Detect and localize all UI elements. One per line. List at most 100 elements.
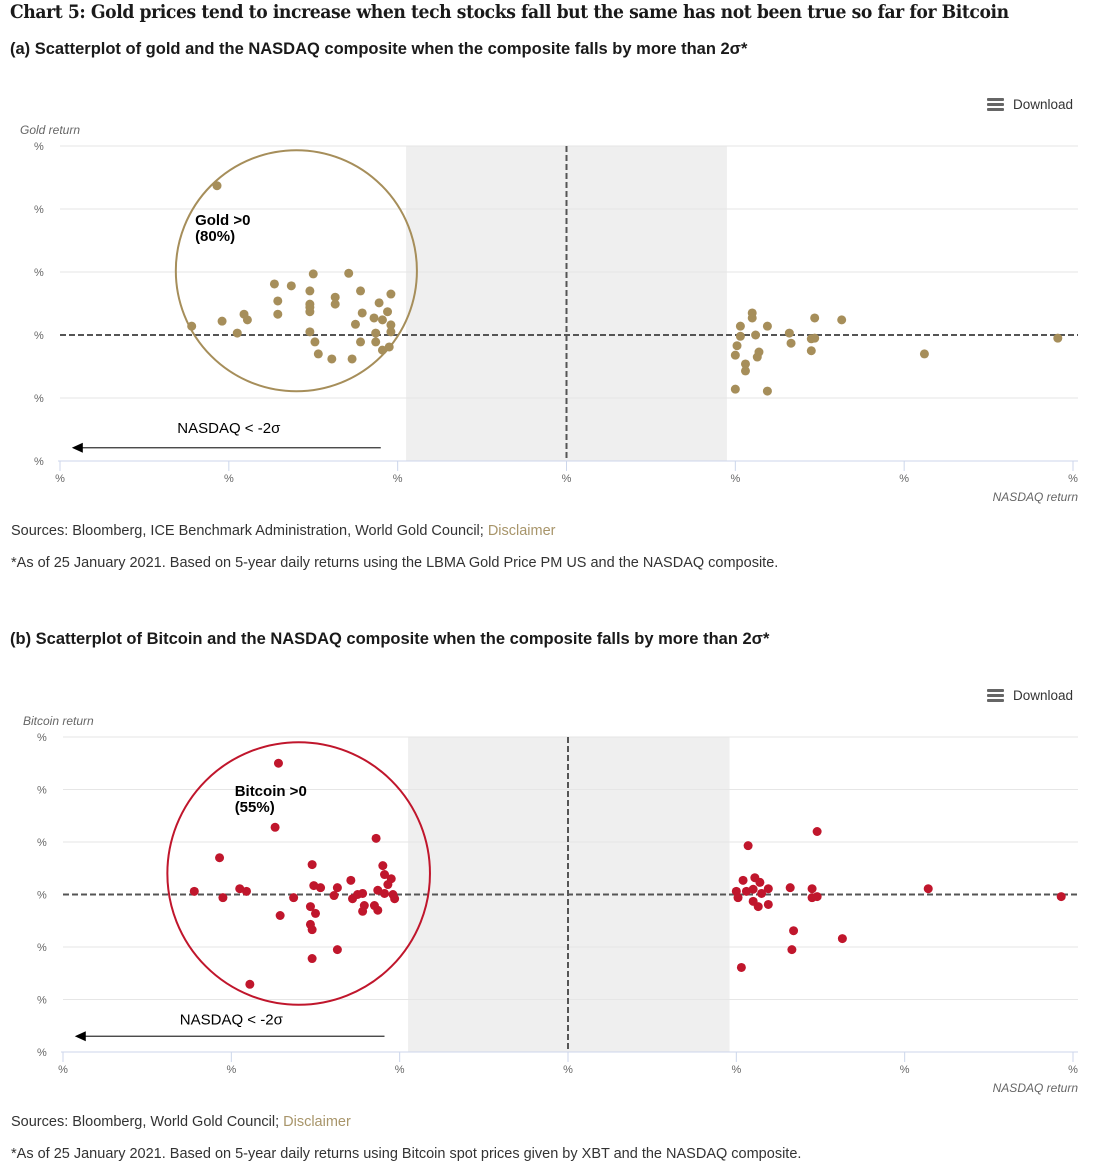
x-axis-title: NASDAQ return (993, 490, 1079, 504)
x-tick-label: % (58, 1064, 68, 1076)
x-tick-label: % (55, 473, 65, 485)
y-tick-label: % (37, 785, 47, 797)
data-point (757, 888, 767, 898)
data-point (732, 341, 742, 351)
data-point (386, 327, 396, 337)
bitcoin-scatter-chart: %%%%%%%%%%%%% % Bitcoin return NASDAQ retur… (23, 714, 1078, 1095)
data-point (923, 884, 933, 894)
chart-title: Chart 5: Gold prices tend to increase wh… (10, 2, 1009, 23)
data-point (307, 954, 317, 964)
data-point (187, 321, 197, 331)
data-point (358, 888, 368, 898)
data-point (270, 822, 280, 832)
x-tick-label: % (224, 473, 234, 485)
data-point (273, 758, 283, 768)
data-point (332, 945, 342, 955)
data-point (735, 321, 745, 331)
panel-b-download-button[interactable]: Download (986, 688, 1073, 703)
disclaimer-link[interactable]: Disclaimer (487, 523, 556, 539)
panel-b-sources: Sources: Bloomberg, World Gold Council; … (11, 1114, 351, 1130)
data-point (369, 313, 379, 323)
data-point (217, 316, 227, 326)
data-point (378, 861, 388, 871)
download-label: Download (1012, 688, 1073, 703)
data-point (740, 359, 750, 369)
x-tick-label: % (393, 473, 403, 485)
data-point (356, 337, 366, 347)
data-point (305, 286, 315, 296)
y-tick-label: % (34, 204, 44, 216)
data-point (785, 883, 795, 893)
panel-b-subtitle: (b) Scatterplot of Bitcoin and the NASDA… (10, 630, 770, 648)
data-point (215, 853, 225, 863)
x-tick-label: % (1068, 473, 1078, 485)
data-point (740, 366, 750, 376)
data-point (743, 841, 753, 851)
download-label: Download (1012, 97, 1073, 112)
data-point (273, 296, 283, 306)
data-point (308, 269, 318, 279)
data-point (380, 870, 390, 880)
y-tick-label: % (37, 837, 47, 849)
y-tick-label: % (34, 267, 44, 279)
data-point (763, 899, 773, 909)
data-point (837, 315, 847, 325)
data-point (730, 350, 740, 360)
x-tick-label: % (226, 1064, 236, 1076)
data-point (763, 884, 773, 894)
panel-a-sources: Sources: Bloomberg, ICE Benchmark Admini… (11, 523, 556, 539)
y-tick-label: % (37, 942, 47, 954)
data-point (377, 315, 387, 325)
data-point (313, 349, 323, 359)
panel-a-download-button[interactable]: Download (986, 97, 1073, 112)
data-point (751, 330, 761, 340)
data-point (1053, 333, 1063, 343)
circle-annotation: Bitcoin >0 (235, 783, 307, 800)
highlight-circle (174, 149, 418, 393)
data-point (307, 860, 317, 870)
data-point (286, 281, 296, 291)
x-tick-label: % (562, 473, 572, 485)
y-tick-label: % (34, 456, 44, 468)
data-point (269, 279, 279, 289)
data-point (346, 875, 356, 885)
data-point (357, 308, 367, 318)
arrow-head-icon (71, 442, 83, 453)
data-point (762, 386, 772, 396)
disclaimer-link[interactable]: Disclaimer (283, 1114, 351, 1130)
data-point (810, 333, 820, 343)
x-tick-label: % (1068, 1064, 1078, 1076)
x-tick-label: % (730, 473, 740, 485)
data-point (241, 886, 251, 896)
data-point (738, 875, 748, 885)
data-point (289, 893, 299, 903)
data-point (1056, 892, 1066, 902)
sources-text: Sources: Bloomberg, ICE Benchmark Admini… (11, 523, 488, 539)
data-point (212, 181, 222, 191)
data-point (730, 384, 740, 394)
data-point (386, 320, 396, 330)
data-point (373, 885, 383, 895)
data-point (305, 327, 315, 337)
y-tick-label: % (37, 1047, 47, 1059)
data-point (371, 328, 381, 338)
gold-scatter-chart: %%%%%%%%%%%% % Gold return NASDAQ return Gol… (20, 123, 1079, 504)
highlight-circle (166, 741, 431, 1006)
data-point (755, 877, 765, 887)
data-point (344, 268, 354, 278)
data-point (812, 827, 822, 836)
data-point (380, 888, 390, 898)
data-point (327, 354, 337, 364)
data-point (762, 321, 772, 331)
data-point (305, 902, 315, 912)
y-tick-label: % (37, 890, 47, 902)
data-point (748, 884, 758, 894)
data-point (371, 337, 381, 347)
data-point (350, 319, 360, 329)
menu-icon (986, 98, 1004, 111)
data-point (784, 328, 794, 338)
data-point (736, 962, 746, 972)
data-point (232, 328, 242, 338)
data-point (374, 298, 384, 308)
menu-icon (986, 689, 1004, 702)
